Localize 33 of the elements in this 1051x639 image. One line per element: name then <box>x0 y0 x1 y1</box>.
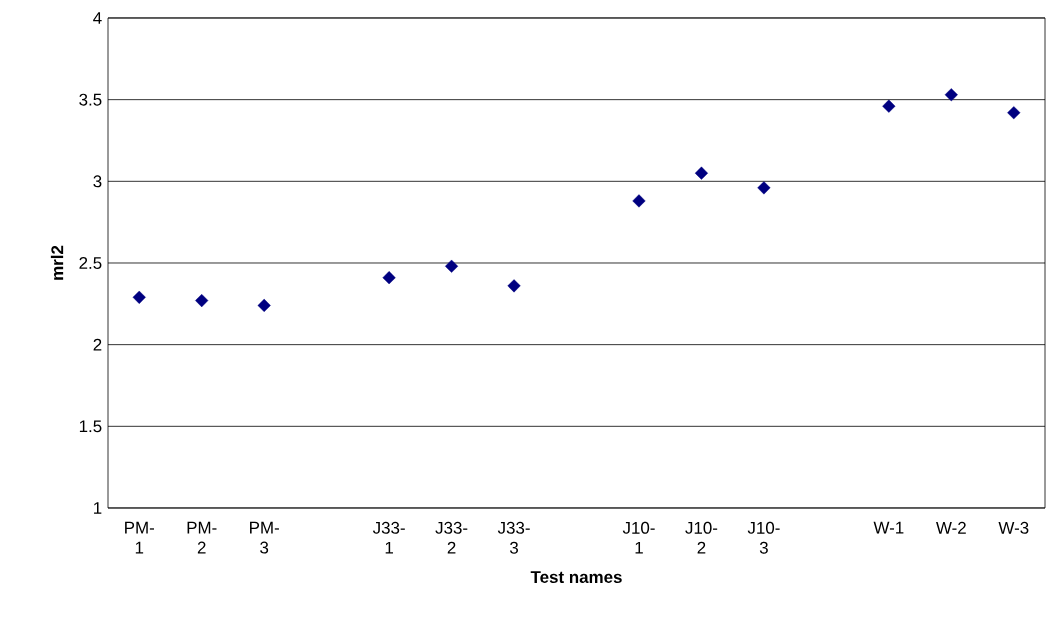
y-tick-label: 1.5 <box>79 420 102 433</box>
y-tick-label: 4 <box>93 12 102 24</box>
x-tick-label: PM-3 <box>250 521 279 554</box>
x-tick-label: W-2 <box>936 521 966 534</box>
x-tick-label: PM-2 <box>187 521 217 554</box>
x-tick-label: J10-1 <box>622 521 655 554</box>
y-axis-title: mrl2 <box>50 245 64 280</box>
y-tick-label: 3.5 <box>79 93 102 106</box>
x-tick-label: W-3 <box>998 521 1029 534</box>
point <box>445 259 459 273</box>
x-tick-label: J33-1 <box>372 521 405 554</box>
point <box>882 99 896 113</box>
point <box>757 181 771 195</box>
point <box>382 271 396 285</box>
y-tick-label: 2.5 <box>79 256 102 269</box>
y-tick-label: 2 <box>93 338 102 351</box>
point <box>507 279 521 293</box>
x-tick-label: J10-2 <box>685 521 718 554</box>
x-axis-title: Test names <box>530 571 622 584</box>
point <box>944 88 958 102</box>
x-tick-label: W-1 <box>873 521 904 534</box>
x-tick-label: J10-3 <box>747 521 780 554</box>
y-tick-label: 1 <box>94 502 102 514</box>
y-tick-label: 3 <box>93 175 102 188</box>
point <box>257 298 271 312</box>
point <box>694 166 708 180</box>
point <box>632 194 646 208</box>
x-tick-label: PM-1 <box>125 521 155 554</box>
x-tick-label: J33-3 <box>497 521 530 554</box>
point <box>132 290 146 304</box>
x-tick-label: J33-2 <box>435 521 468 554</box>
point <box>195 294 209 308</box>
point <box>1007 106 1021 120</box>
